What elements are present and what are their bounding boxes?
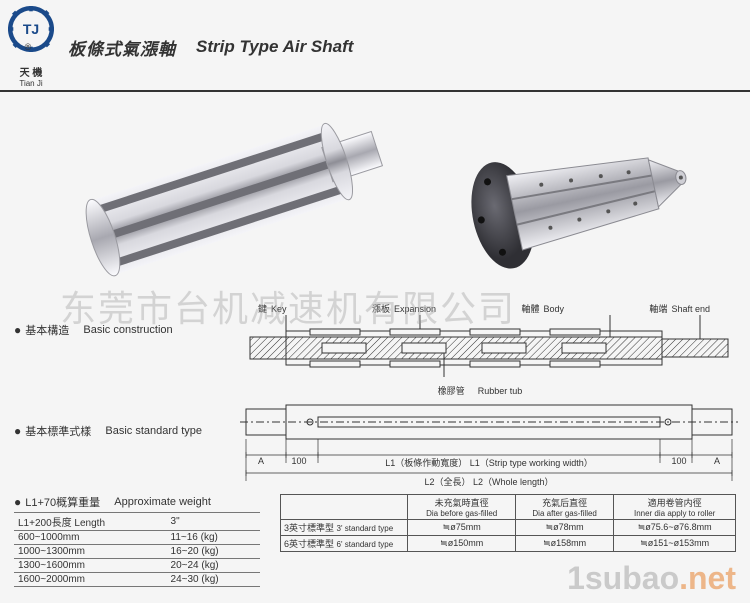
weight-title-cn: L1+70概算重量 — [25, 494, 100, 510]
hdr-cn: 充氣后直徑 — [542, 498, 587, 508]
cell: ≒ø158mm — [515, 536, 613, 552]
bullet-icon: ● — [14, 424, 21, 438]
type-cn: 3英寸標準型 — [284, 523, 334, 533]
callout-body-cn: 軸體 — [521, 302, 539, 315]
weight-title-en: Approximate weight — [114, 496, 211, 508]
callout-key-en: Key — [271, 304, 287, 314]
dia-header-after: 充氣后直徑 Dia after gas-filled — [515, 495, 613, 520]
brand-block: TJ ® 天 機 Tian Ji — [8, 6, 54, 88]
section-label-standard: ● 基本標準式樣 Basic standard type — [14, 423, 222, 439]
cell: ≒ø75.6~ø76.8mm — [614, 520, 736, 536]
brand-name-en: Tian Ji — [19, 79, 42, 88]
logo-letters: TJ — [23, 21, 39, 37]
cell: 1000~1300mm — [14, 545, 167, 559]
construction-svg — [240, 315, 738, 381]
dim-L1: L1（板條作動寬度） L1（Strip type working width） — [316, 456, 662, 469]
dia-header-before: 未充氣時直徑 Dia before gas-filled — [408, 495, 516, 520]
cell: ≒ø75mm — [408, 520, 516, 536]
dim-A-left: A — [240, 456, 282, 469]
dim-A-right: A — [696, 456, 738, 469]
standard-svg — [240, 403, 738, 485]
label-cn: 基本標準式樣 — [25, 423, 91, 439]
weight-title: ● L1+70概算重量 Approximate weight — [14, 494, 260, 510]
product-photo-right — [455, 104, 695, 294]
cell: 1300~1600mm — [14, 559, 167, 573]
label-cn: 基本構造 — [25, 322, 69, 338]
table-row: 3英寸標準型 3' standard type ≒ø75mm ≒ø78mm ≒ø… — [281, 520, 736, 536]
weight-table: L1+200長度 Length 3" 600~1000mm11~16 (kg) … — [14, 512, 260, 587]
weight-header-size: 3" — [167, 513, 260, 531]
cell: 600~1000mm — [14, 531, 167, 545]
hdr-en: Dia after gas-filled — [519, 509, 610, 518]
section-basic-standard: ● 基本標準式樣 Basic standard type — [0, 403, 750, 488]
page-title-cn: 板條式氣漲軸 — [68, 35, 176, 60]
callout-expansion-cn: 漲板 — [372, 302, 390, 315]
cell: 6英寸標準型 6' standard type — [281, 536, 408, 552]
table-row: L1+200長度 Length 3" — [14, 513, 260, 531]
diameter-table-block: 未充氣時直徑 Dia before gas-filled 充氣后直徑 Dia a… — [280, 494, 736, 552]
cell: 1600~2000mm — [14, 573, 167, 587]
cell: 3英寸標準型 3' standard type — [281, 520, 408, 536]
table-row: 未充氣時直徑 Dia before gas-filled 充氣后直徑 Dia a… — [281, 495, 736, 520]
hdr-en: Dia before gas-filled — [411, 509, 512, 518]
standard-diagram: A 100 L1（板條作動寬度） L1（Strip type working w… — [240, 403, 738, 488]
weight-header-length: L1+200長度 Length — [14, 513, 167, 531]
section-label-construction: ● 基本構造 Basic construction — [14, 322, 222, 338]
label-en: Basic standard type — [105, 425, 202, 437]
standard-dim-row-1: A 100 L1（板條作動寬度） L1（Strip type working w… — [240, 456, 738, 469]
callout-shaftend-cn: 軸端 — [649, 302, 667, 315]
product-photo-left — [55, 104, 395, 294]
table-row: 1000~1300mm16~20 (kg) — [14, 545, 260, 559]
callout-rubber-en: Rubber tub — [478, 386, 523, 396]
bottom-tables: ● L1+70概算重量 Approximate weight L1+200長度 … — [0, 488, 750, 587]
header: TJ ® 天 機 Tian Ji 板條式氣漲軸 Strip Type Air S… — [0, 0, 750, 92]
cell: ≒ø151~ø153mm — [614, 536, 736, 552]
type-cn: 6英寸標準型 — [284, 539, 334, 549]
page-title-en: Strip Type Air Shaft — [196, 37, 353, 57]
weight-table-block: ● L1+70概算重量 Approximate weight L1+200長度 … — [14, 494, 260, 587]
callout-body-en: Body — [543, 304, 564, 314]
construction-diagram: 鍵 Key 漲板 Expansion 軸體 Body 軸端 Shaft end — [240, 302, 738, 397]
hdr-cn: 未充氣時直徑 — [435, 498, 489, 508]
cell: 16~20 (kg) — [167, 545, 260, 559]
table-row: 1300~1600mm20~24 (kg) — [14, 559, 260, 573]
callout-rubber-cn: 橡膠管 — [438, 384, 465, 397]
brand-name-cn: 天 機 — [20, 64, 43, 79]
product-photo-row — [0, 92, 750, 302]
callout-shaftend-en: Shaft end — [671, 304, 710, 314]
table-row: 6英寸標準型 6' standard type ≒ø150mm ≒ø158mm … — [281, 536, 736, 552]
bullet-icon: ● — [14, 495, 21, 509]
dia-header-blank — [281, 495, 408, 520]
callout-key-cn: 鍵 — [258, 302, 267, 315]
bullet-icon: ● — [14, 323, 21, 337]
dim-L2: L2（全長） L2（Whole length） — [424, 477, 553, 487]
diameter-table: 未充氣時直徑 Dia before gas-filled 充氣后直徑 Dia a… — [280, 494, 736, 552]
registered-mark: ® — [25, 42, 32, 52]
hdr-cn: 適用卷管内徑 — [648, 498, 702, 508]
dim-100-right: 100 — [662, 456, 696, 469]
callout-expansion-en: Expansion — [394, 304, 436, 314]
construction-callouts-bottom: 橡膠管 Rubber tub — [240, 384, 738, 397]
cell: ≒ø78mm — [515, 520, 613, 536]
cell: 20~24 (kg) — [167, 559, 260, 573]
dim-100-left: 100 — [282, 456, 316, 469]
hdr-en: Inner dia apply to roller — [617, 509, 732, 518]
type-en: 3' standard type — [337, 524, 394, 533]
cell: 24~30 (kg) — [167, 573, 260, 587]
type-en: 6' standard type — [337, 540, 394, 549]
cell: 11~16 (kg) — [167, 531, 260, 545]
label-en: Basic construction — [83, 324, 172, 336]
dia-header-inner: 適用卷管内徑 Inner dia apply to roller — [614, 495, 736, 520]
section-basic-construction: ● 基本構造 Basic construction 鍵 Key 漲板 Expan… — [0, 302, 750, 397]
construction-callouts-top: 鍵 Key 漲板 Expansion 軸體 Body 軸端 Shaft end — [240, 302, 738, 315]
cell: ≒ø150mm — [408, 536, 516, 552]
table-row: 1600~2000mm24~30 (kg) — [14, 573, 260, 587]
table-row: 600~1000mm11~16 (kg) — [14, 531, 260, 545]
